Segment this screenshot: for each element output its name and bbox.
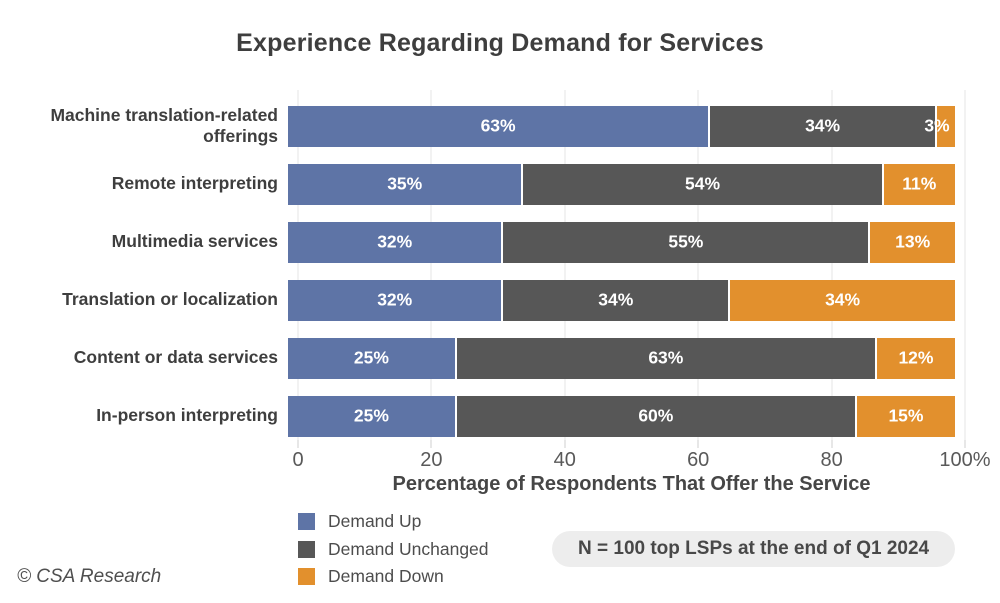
gridline-20 xyxy=(430,90,432,440)
axis-tick-80 xyxy=(831,440,833,448)
axis-tick-20 xyxy=(430,440,432,448)
segment-demand-down: 13% xyxy=(868,221,955,263)
legend-item-demand-up: Demand Up xyxy=(298,508,489,536)
segment-demand-up: 25% xyxy=(288,337,455,379)
segment-demand-down: 12% xyxy=(874,337,955,379)
axis-tick-40 xyxy=(564,440,566,448)
segment-demand-up: 35% xyxy=(288,163,522,205)
x-axis-title: Percentage of Respondents That Offer the… xyxy=(392,473,871,495)
segment-demand-up: 25% xyxy=(288,395,455,437)
axis-tick-100 xyxy=(964,440,966,448)
axis-tick-label: 100% xyxy=(939,449,991,471)
legend-item-demand-unchanged: Demand Unchanged xyxy=(298,536,489,564)
legend: Demand Up Demand Unchanged Demand Down xyxy=(298,508,489,591)
segment-value-label: 3% xyxy=(924,115,950,136)
segment-demand-up: 32% xyxy=(288,279,502,321)
segment-value-label: 34% xyxy=(598,289,634,310)
segment-value-label: 15% xyxy=(888,405,924,426)
segment-value-label: 11% xyxy=(902,173,937,194)
segment-value-label: 12% xyxy=(898,347,934,368)
stacked-bar: 25% 60% 15% xyxy=(288,395,955,437)
axis-tick-label: 60 xyxy=(687,449,710,471)
legend-swatch-demand-up xyxy=(298,513,315,531)
category-label: Machine translation-related offerings xyxy=(50,104,278,146)
bar-row-machine-translation-related-offerings: Machine translation-related offerings 63%… xyxy=(0,97,1000,155)
segment-demand-down: 34% xyxy=(728,279,955,321)
segment-value-label: 63% xyxy=(648,347,684,368)
axis-tick-label: 80 xyxy=(820,449,843,471)
axis-tick-label: 0 xyxy=(292,449,304,471)
gridline-100 xyxy=(964,90,966,440)
axis-tick-label: 40 xyxy=(553,449,576,471)
segment-demand-unchanged: 63% xyxy=(454,337,875,379)
segment-value-label: 34% xyxy=(805,115,841,136)
segment-demand-down: 11% xyxy=(881,163,955,205)
stacked-bar: 25% 63% 12% xyxy=(288,337,955,379)
sample-note-pill: N = 100 top LSPs at the end of Q1 2024 xyxy=(552,531,956,567)
segment-value-label: 25% xyxy=(353,405,389,426)
segment-value-label: 32% xyxy=(377,231,413,252)
bar-row-content-or-data-services: Content or data services 25% 63% 12% xyxy=(0,329,1000,387)
legend-swatch-demand-unchanged xyxy=(298,540,315,558)
gridline-80 xyxy=(831,90,833,440)
category-label: Remote interpreting xyxy=(111,173,278,194)
segment-demand-unchanged: 54% xyxy=(521,163,882,205)
category-label: Multimedia services xyxy=(111,231,278,252)
segment-value-label: 25% xyxy=(353,347,389,368)
axis-tick-label: 20 xyxy=(420,449,443,471)
legend-label: Demand Up xyxy=(328,511,422,532)
segment-demand-up: 32% xyxy=(288,221,502,263)
bar-row-translation-or-localization: Translation or localization 32% 34% 34% xyxy=(0,271,1000,329)
legend-item-demand-down: Demand Down xyxy=(298,563,489,591)
segment-demand-unchanged: 60% xyxy=(454,395,855,437)
segment-value-label: 13% xyxy=(895,231,931,252)
segment-demand-unchanged: 34% xyxy=(501,279,729,321)
bar-row-remote-interpreting: Remote interpreting 35% 54% 11% xyxy=(0,155,1000,213)
bar-row-in-person-interpreting: In-person interpreting 25% 60% 15% xyxy=(0,387,1000,445)
segment-value-label: 60% xyxy=(638,405,674,426)
segment-value-label: 54% xyxy=(685,173,721,194)
bar-row-multimedia-services: Multimedia services 32% 55% 13% xyxy=(0,213,1000,271)
segment-demand-down: 15% xyxy=(854,395,955,437)
legend-label: Demand Down xyxy=(328,566,444,587)
stacked-bar: 35% 54% 11% xyxy=(288,163,955,205)
axis-tick-0 xyxy=(297,440,299,448)
segment-value-label: 34% xyxy=(825,289,861,310)
category-label: Content or data services xyxy=(73,347,278,368)
chart-title: Experience Regarding Demand for Services xyxy=(236,29,764,57)
gridline-60 xyxy=(697,90,699,440)
segment-value-label: 55% xyxy=(668,231,704,252)
plot-area: Machine translation-related offerings 63%… xyxy=(0,97,1000,445)
segment-demand-unchanged: 55% xyxy=(501,221,869,263)
category-label: In-person interpreting xyxy=(96,405,278,426)
gridline-0 xyxy=(297,90,299,440)
segment-demand-unchanged: 34% xyxy=(708,105,935,147)
stacked-bar: 32% 34% 34% xyxy=(288,279,955,321)
x-axis: 0 20 40 60 80 100% xyxy=(292,440,991,480)
segment-value-label: 35% xyxy=(387,173,423,194)
segment-demand-up: 63% xyxy=(288,105,709,147)
stacked-bar: 63% 34% 3% xyxy=(288,105,955,147)
gridline-layer xyxy=(297,90,966,440)
legend-label: Demand Unchanged xyxy=(328,538,489,559)
segment-value-label: 32% xyxy=(377,289,413,310)
axis-tick-60 xyxy=(697,440,699,448)
legend-swatch-demand-down xyxy=(298,568,315,586)
copyright-credit: © CSA Research xyxy=(17,566,162,587)
segment-demand-down: 3% xyxy=(924,105,955,147)
segment-value-label: 63% xyxy=(480,115,516,136)
gridline-40 xyxy=(564,90,566,440)
category-label: Translation or localization xyxy=(62,289,278,310)
stacked-bar: 32% 55% 13% xyxy=(288,221,955,263)
